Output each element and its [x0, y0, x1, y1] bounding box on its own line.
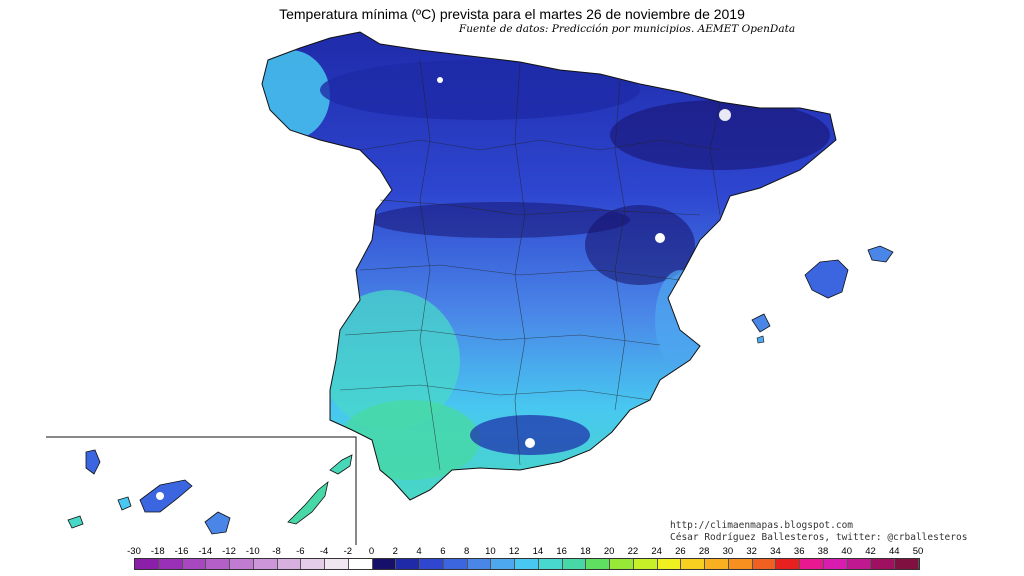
legend-swatch: [420, 559, 444, 569]
legend-tick-label: 2: [392, 546, 398, 557]
legend-swatch: [515, 559, 539, 569]
legend-tick-label: 4: [416, 546, 422, 557]
map-title: Temperatura mínima (ºC) prevista para el…: [279, 6, 745, 22]
legend-tick-label: 34: [770, 546, 781, 557]
legend-swatch: [372, 559, 397, 569]
legend-tick-label: 38: [817, 546, 829, 557]
legend-tick-label: 20: [603, 546, 615, 557]
canarias-inset: [46, 436, 357, 545]
blog-url[interactable]: http://climaenmapas.blogspot.com: [670, 520, 854, 531]
legend-tick-label: 14: [532, 546, 544, 557]
legend-swatch: [871, 559, 895, 569]
legend-swatch: [491, 559, 515, 569]
legend-swatch: [562, 559, 587, 569]
legend-tick-label: 0: [368, 546, 375, 557]
legend-tick-label: -6: [296, 546, 305, 557]
legend-tick-label: -10: [245, 546, 260, 557]
baleares-region: [751, 245, 894, 344]
legend-tick-label: -16: [174, 546, 189, 557]
legend-tick-label: 30: [722, 546, 734, 557]
peninsula-region: [261, 31, 837, 501]
legend-swatch: [657, 559, 682, 569]
legend-tick-label: -2: [343, 546, 353, 557]
legend-swatch: [325, 559, 349, 569]
legend-tick-label: 50: [912, 546, 924, 557]
legend-tick-label: 40: [841, 546, 853, 557]
legend-tick-label: 22: [627, 546, 639, 557]
legend-swatch: [443, 559, 468, 569]
credits: http://climaenmapas.blogspot.com César R…: [670, 520, 967, 544]
legend-swatch: [633, 559, 658, 569]
legend-tick-label: 26: [675, 546, 686, 557]
legend-tick-label: 42: [865, 546, 876, 557]
temperature-map: [46, 31, 894, 545]
legend-tick-label: 10: [485, 546, 496, 557]
legend-tick-label: 32: [746, 546, 757, 557]
legend-swatch: [277, 559, 302, 569]
legend-tick-label: -4: [319, 546, 329, 557]
legend-tick-label: 8: [463, 546, 470, 557]
legend-swatch: [705, 559, 729, 569]
author-credit: César Rodríguez Ballesteros, twitter: @c…: [670, 532, 968, 543]
legend-swatch: [800, 559, 824, 569]
legend-tick-label: 28: [698, 546, 710, 557]
temperature-color-scale: [134, 558, 920, 570]
legend-tick-label: 6: [440, 546, 446, 557]
legend-tick-label: -18: [150, 546, 165, 557]
legend-swatch: [348, 559, 373, 569]
legend-tick-labels: -30 -18 -16 -14 -12 -10 -8 -6 -4 -2 0 2 4 6 8 10 12 14 16 1…: [0, 546, 1024, 558]
legend-tick-label: -12: [222, 546, 236, 557]
legend-tick-label: 24: [651, 546, 662, 557]
legend-swatch: [752, 559, 777, 569]
legend-tick-label: 44: [888, 546, 900, 557]
legend-swatch: [396, 559, 420, 569]
legend-tick-label: 12: [508, 546, 520, 557]
legend-swatch: [538, 559, 563, 569]
legend-tick-label: 16: [556, 546, 567, 557]
legend-swatch: [253, 559, 278, 569]
data-source-note: Fuente de datos: Predicción por municipi…: [458, 23, 796, 35]
legend-swatch: [158, 559, 183, 569]
legend-swatch: [823, 559, 848, 569]
legend-swatch: [586, 559, 610, 569]
legend-swatch: [182, 559, 207, 569]
legend-tick-label: 36: [793, 546, 805, 557]
legend-swatch: [467, 559, 492, 569]
legend-swatch: [610, 559, 634, 569]
legend-swatch: [895, 559, 919, 569]
legend-swatch: [135, 559, 159, 569]
legend-swatch: [206, 559, 230, 569]
legend-tick-label: 18: [580, 546, 591, 557]
legend-swatch: [230, 559, 254, 569]
legend-tick-label: -8: [272, 546, 281, 557]
legend-tick-label: -14: [198, 546, 213, 557]
legend-swatch: [776, 559, 800, 569]
legend-swatch: [681, 559, 705, 569]
legend-swatch: [301, 559, 325, 569]
legend-swatch: [847, 559, 872, 569]
legend-tick-label: -30: [127, 546, 141, 557]
legend-swatch: [728, 559, 753, 569]
